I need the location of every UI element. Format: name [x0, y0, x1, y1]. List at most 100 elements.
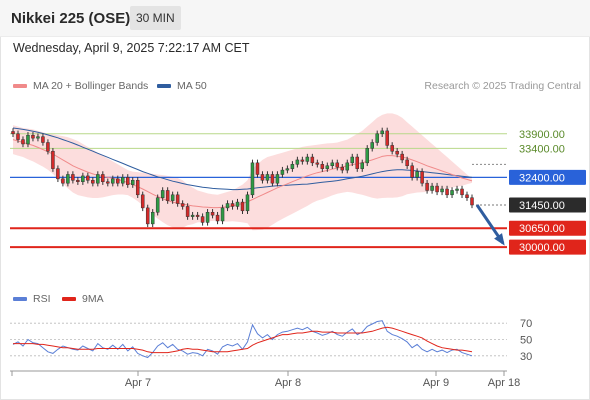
candle-body: [205, 212, 210, 223]
rsi-tick-label: 70: [520, 318, 532, 330]
x-tick-label: Apr 7: [125, 377, 151, 389]
candle-body: [220, 207, 225, 222]
x-tick-label: Apr 8: [275, 377, 301, 389]
candle-body: [360, 162, 364, 169]
candle-body: [280, 169, 285, 175]
candle-body: [16, 133, 20, 140]
candle-body: [91, 180, 95, 184]
candle-body: [310, 156, 315, 164]
candle-body: [370, 142, 374, 149]
candle-body: [155, 197, 160, 213]
level-label-resistance: 33400.00: [519, 143, 565, 155]
candle-body: [140, 194, 145, 209]
level-label-box: [509, 197, 586, 213]
rsi-tick-label: 50: [520, 335, 532, 347]
candle-body: [340, 166, 345, 171]
candle-body: [121, 177, 125, 184]
candle-body: [126, 177, 130, 185]
legend-ma9: 9MA: [62, 293, 104, 305]
candle-body: [450, 190, 454, 196]
rsi-swatch: [13, 297, 27, 301]
candle-body: [335, 162, 340, 168]
candle-body: [11, 131, 15, 135]
candle-body: [430, 185, 434, 191]
candle-body: [250, 162, 255, 196]
ma20-swatch: [13, 84, 27, 88]
candle-body: [36, 136, 40, 139]
candle-body: [225, 203, 230, 209]
candle-body: [21, 139, 25, 145]
legend-ma50: MA 50: [157, 80, 207, 92]
candle-body: [330, 162, 335, 166]
candle-body: [415, 171, 419, 178]
candle-body: [175, 194, 180, 204]
candle-body: [240, 201, 245, 212]
level-label-box: [509, 169, 586, 185]
level-label-box: [509, 140, 586, 156]
level-label-box: [509, 220, 586, 236]
candle-body: [150, 212, 155, 225]
level-label-box: [509, 239, 586, 255]
rsi-tick-label: 30: [520, 351, 532, 363]
timeframe-button[interactable]: 30 MIN: [130, 6, 181, 30]
candle-body: [116, 178, 120, 184]
instrument-title: Nikkei 225 (OSE): [11, 10, 131, 27]
candle-body: [56, 168, 60, 180]
candle-body: [245, 194, 250, 212]
candle-body: [440, 188, 444, 193]
legend-ma50-label: MA 50: [177, 80, 207, 92]
ma50-line: [12, 127, 473, 191]
candle-body: [305, 156, 310, 162]
candle-body: [145, 207, 150, 225]
candle-body: [465, 194, 469, 198]
candle-body: [420, 171, 424, 184]
legend-ma9-label: 9MA: [82, 293, 104, 305]
candle-body: [135, 180, 140, 196]
candle-body: [405, 159, 409, 166]
candle-body: [81, 175, 85, 182]
candle-body: [31, 134, 35, 139]
candle-body: [106, 181, 110, 184]
candle-body: [26, 134, 30, 145]
candle-body: [96, 174, 100, 184]
candle-body: [375, 133, 379, 143]
candle-body: [41, 136, 45, 143]
candle-body: [190, 214, 195, 217]
candle-body: [76, 180, 80, 182]
ma9-swatch: [62, 297, 76, 301]
legend-ma20: MA 20 + Bollinger Bands: [13, 80, 148, 92]
level-label-resistance: 33900.00: [519, 129, 565, 141]
candle-body: [130, 180, 135, 185]
candle-body: [390, 145, 394, 152]
candle-body: [400, 153, 404, 161]
candle-body: [61, 178, 65, 184]
rsi-ma9-line: [13, 326, 473, 354]
candle-body: [460, 188, 464, 196]
candle-body: [260, 174, 265, 181]
candle-body: [320, 164, 325, 169]
level-label-pivot: 32400.00: [519, 172, 565, 184]
candle-body: [290, 164, 295, 169]
candle-body: [295, 159, 300, 165]
research-credit: Research © 2025 Trading Central: [424, 80, 581, 92]
candle-body: [195, 214, 200, 217]
candle-body: [235, 201, 240, 207]
forecast-arrow-head: [494, 233, 505, 246]
x-tick-label: Apr 18: [488, 377, 520, 389]
candle-body: [270, 174, 275, 184]
candle-body: [365, 148, 369, 164]
candle-body: [345, 162, 350, 171]
candle-body: [180, 203, 185, 207]
candle-body: [355, 156, 359, 169]
x-tick-label: Apr 9: [423, 377, 449, 389]
candle-body: [455, 188, 459, 191]
level-label-support: 30650.00: [519, 223, 565, 235]
candle-body: [210, 212, 215, 216]
candle-body: [86, 175, 90, 181]
candle-body: [435, 185, 439, 193]
candle-body: [101, 174, 105, 182]
legend-rsi: RSI: [13, 293, 51, 305]
candle-body: [300, 159, 305, 162]
chart-datetime: Wednesday, April 9, 2025 7:22:17 AM CET: [13, 41, 250, 55]
